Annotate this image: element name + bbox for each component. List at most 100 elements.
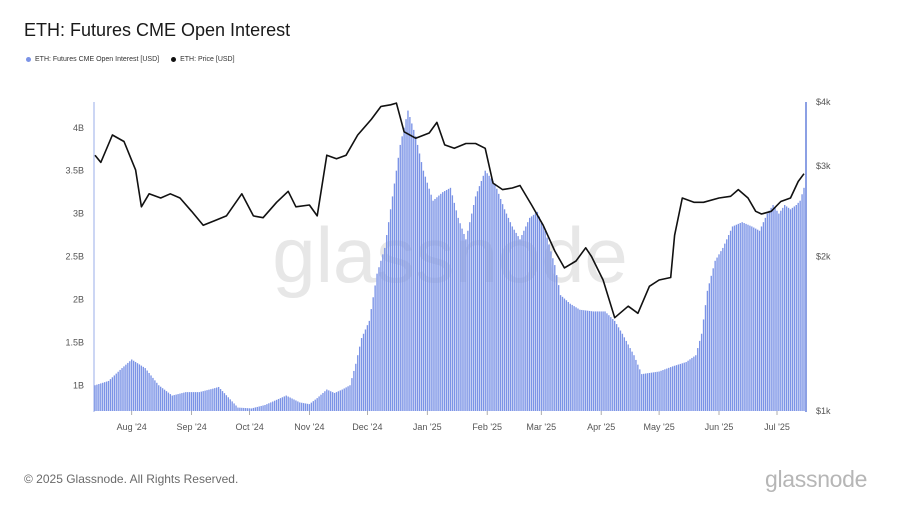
oi-bar — [372, 297, 374, 411]
oi-bar — [175, 394, 177, 411]
right-tick-label: $4k — [816, 97, 831, 107]
copyright-footer: © 2025 Glassnode. All Rights Reserved. — [24, 472, 239, 486]
oi-bar — [801, 194, 803, 411]
oi-bar — [700, 333, 703, 411]
oi-bar — [177, 394, 179, 411]
oi-bar — [749, 225, 751, 411]
oi-bar — [619, 330, 622, 411]
oi-bar — [268, 403, 270, 411]
oi-bar — [552, 258, 554, 411]
oi-bar — [447, 188, 450, 411]
oi-bar — [559, 295, 562, 412]
x-tick-label: Feb '25 — [472, 422, 502, 432]
oi-bar — [202, 391, 204, 411]
oi-bar — [498, 193, 500, 411]
oi-bar — [507, 217, 510, 411]
oi-bar — [260, 405, 262, 411]
oi-bar — [627, 344, 629, 411]
glassnode-logo[interactable]: glassnode — [765, 466, 868, 492]
oi-bar — [100, 383, 102, 411]
oi-bar — [695, 355, 697, 411]
oi-bar — [337, 391, 340, 411]
oi-bar — [797, 202, 799, 411]
oi-bar — [196, 392, 199, 411]
oi-bar — [573, 306, 575, 411]
oi-bar — [461, 228, 463, 411]
oi-bar — [739, 223, 741, 411]
x-tick-label: Dec '24 — [352, 422, 382, 432]
oi-bar — [685, 362, 687, 411]
oi-bar — [445, 189, 448, 411]
oi-bar — [206, 390, 208, 411]
oi-bar — [241, 407, 243, 411]
oi-bar — [229, 399, 231, 411]
oi-bar — [233, 403, 235, 411]
oi-bar — [440, 193, 442, 411]
oi-bar — [691, 357, 693, 411]
legend-swatch-price — [171, 57, 177, 62]
oi-bar — [316, 398, 318, 412]
oi-bar — [799, 200, 801, 411]
oi-bar — [275, 399, 278, 411]
oi-bar — [413, 129, 415, 411]
legend-label-price: ETH: Price [USD] — [180, 56, 235, 63]
oi-bar — [214, 388, 216, 411]
oi-bar — [548, 244, 550, 411]
oi-bar — [758, 230, 761, 411]
oi-bar — [395, 170, 398, 411]
oi-bar — [183, 392, 185, 411]
oi-bar — [324, 391, 326, 411]
oi-bar — [362, 333, 365, 411]
oi-bar — [772, 205, 774, 411]
oi-bar — [478, 186, 481, 411]
oi-bar — [639, 369, 641, 411]
oi-bar — [96, 384, 98, 411]
oi-bar — [167, 392, 170, 411]
oi-bar — [185, 392, 187, 411]
oi-bar — [648, 372, 651, 411]
oi-bar — [391, 196, 394, 411]
oi-bar — [791, 207, 794, 411]
oi-bar — [248, 408, 251, 411]
oi-bar — [192, 392, 195, 411]
oi-bar — [610, 317, 612, 411]
oi-bar — [776, 210, 778, 411]
oi-bar — [353, 370, 355, 411]
oi-bar — [471, 213, 473, 411]
oi-bar — [780, 210, 782, 411]
oi-bar — [382, 254, 384, 411]
oi-bar — [457, 217, 459, 411]
oi-bar — [743, 223, 745, 411]
x-tick-label: Jan '25 — [413, 422, 442, 432]
oi-bar — [612, 318, 614, 411]
oi-bar — [650, 372, 653, 411]
oi-bar — [459, 223, 461, 411]
oi-bar — [434, 198, 436, 411]
oi-bar — [617, 327, 620, 411]
oi-bar — [513, 229, 515, 411]
oi-bar — [637, 364, 639, 411]
oi-bar — [490, 178, 492, 411]
oi-bar — [134, 361, 137, 411]
legend-item-price[interactable]: ETH: Price [USD] — [171, 56, 235, 63]
x-axis-ticks: Aug '24 Sep '24 Oct '24 Nov '24 Dec '24 Jan '… — [117, 411, 790, 432]
oi-bar — [544, 230, 546, 411]
legend-item-open-interest[interactable]: ETH: Futures CME Open Interest [USD] — [26, 56, 159, 63]
oi-bar — [670, 367, 672, 411]
oi-bar — [722, 247, 724, 411]
oi-bar — [635, 359, 637, 411]
oi-bar — [283, 396, 285, 411]
oi-bar — [550, 251, 552, 411]
oi-bar — [123, 366, 125, 411]
oi-bar — [150, 375, 152, 411]
oi-bar — [726, 239, 728, 411]
oi-bar — [399, 144, 401, 412]
oi-bar — [787, 207, 790, 411]
oi-bar — [467, 230, 469, 411]
oi-bar — [575, 307, 577, 411]
oi-bar — [455, 210, 457, 411]
oi-bar — [331, 392, 334, 411]
oi-bar — [223, 393, 226, 411]
oi-bar — [438, 195, 440, 411]
